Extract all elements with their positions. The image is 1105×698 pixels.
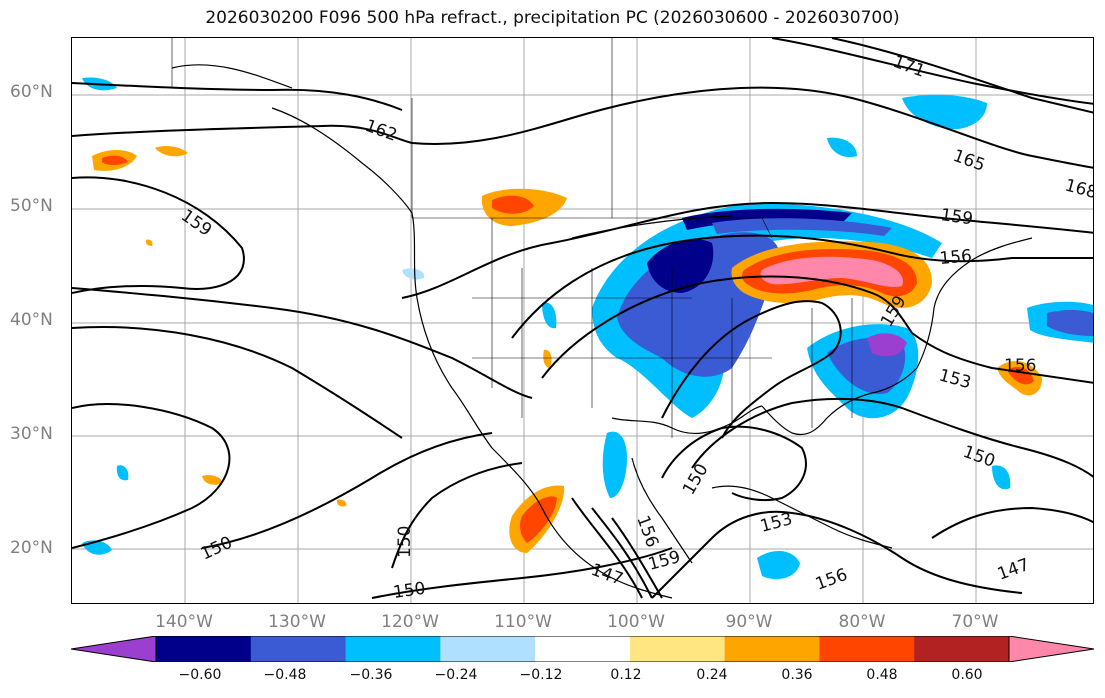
map-title: 2026030200 F096 500 hPa refract., precip… xyxy=(205,8,900,28)
lat-label-30n: 30°N xyxy=(10,424,53,444)
colorbar-extend-max xyxy=(1009,636,1094,662)
lon-label-100w: 100°W xyxy=(607,612,665,632)
contour-label: 159 xyxy=(646,547,683,575)
contour-label: 162 xyxy=(362,116,399,146)
contour-label: 147 xyxy=(995,555,1032,585)
contour-label: 156 xyxy=(939,246,973,269)
colorbar-segment xyxy=(345,636,441,662)
colorbar-segment xyxy=(819,636,915,662)
colorbar-tick: 0.60 xyxy=(951,667,983,683)
colorbar-segment xyxy=(535,636,631,662)
contour-label: 150 xyxy=(392,579,427,603)
colorbar-segment xyxy=(250,636,347,662)
colorbar-segments xyxy=(71,636,1094,662)
contour-label: 159 xyxy=(177,206,215,241)
contour-label: 168 xyxy=(1063,176,1094,204)
contour-label: 156 xyxy=(1004,356,1036,376)
colorbar-extend-min xyxy=(71,636,156,662)
contour-label: 171 xyxy=(890,52,927,82)
contour-label: 150 xyxy=(395,526,415,558)
lat-label-60n: 60°N xyxy=(10,82,53,102)
contour-label: 147 xyxy=(588,560,625,590)
contour-label: 159 xyxy=(939,205,974,229)
colorbar-tick: 0.12 xyxy=(610,667,642,683)
colorbar-segment xyxy=(440,636,536,662)
lon-label-110w: 110°W xyxy=(494,612,552,632)
colorbar-segment xyxy=(629,636,726,662)
contour-label: 153 xyxy=(937,366,974,394)
colorbar-segment xyxy=(156,636,252,662)
colorbar-tick: 0.24 xyxy=(696,667,728,683)
lon-label-120w: 120°W xyxy=(381,612,439,632)
lat-label-50n: 50°N xyxy=(10,196,53,216)
lon-label-80w: 80°W xyxy=(838,612,886,632)
colorbar-tick: −0.24 xyxy=(434,667,478,683)
lon-label-140w: 140°W xyxy=(155,612,213,632)
lat-label-20n: 20°N xyxy=(10,538,53,558)
colorbar-tick: −0.12 xyxy=(519,667,563,683)
positive-anomaly-fill xyxy=(92,145,1042,553)
contour-label: 150 xyxy=(198,533,236,565)
coastlines xyxy=(171,64,1033,599)
map-canvas: 171 162 165 168 159 159 156 159 153 156 … xyxy=(72,38,1094,603)
colorbar-tick: 0.36 xyxy=(781,667,813,683)
graticule xyxy=(72,38,1093,603)
colorbar-segment xyxy=(724,636,820,662)
colorbar xyxy=(71,636,1094,662)
colorbar-tick: −0.48 xyxy=(263,667,307,683)
lon-label-70w: 70°W xyxy=(951,612,999,632)
contour-label: 150 xyxy=(960,442,997,472)
colorbar-tick: −0.36 xyxy=(349,667,393,683)
lat-label-40n: 40°N xyxy=(10,310,53,330)
lon-label-90w: 90°W xyxy=(725,612,773,632)
colorbar-tick: −0.60 xyxy=(178,667,222,683)
contour-label: 165 xyxy=(950,146,987,176)
colorbar-segment xyxy=(914,636,1010,662)
colorbar-tick: 0.48 xyxy=(866,667,898,683)
map-panel: 171 162 165 168 159 159 156 159 153 156 … xyxy=(71,37,1094,604)
negative-anomaly-fill xyxy=(82,77,1093,580)
lon-label-130w: 130°W xyxy=(268,612,326,632)
contour-label: 150 xyxy=(679,460,713,498)
refractivity-contours xyxy=(72,38,1093,599)
contour-label: 156 xyxy=(813,565,850,595)
